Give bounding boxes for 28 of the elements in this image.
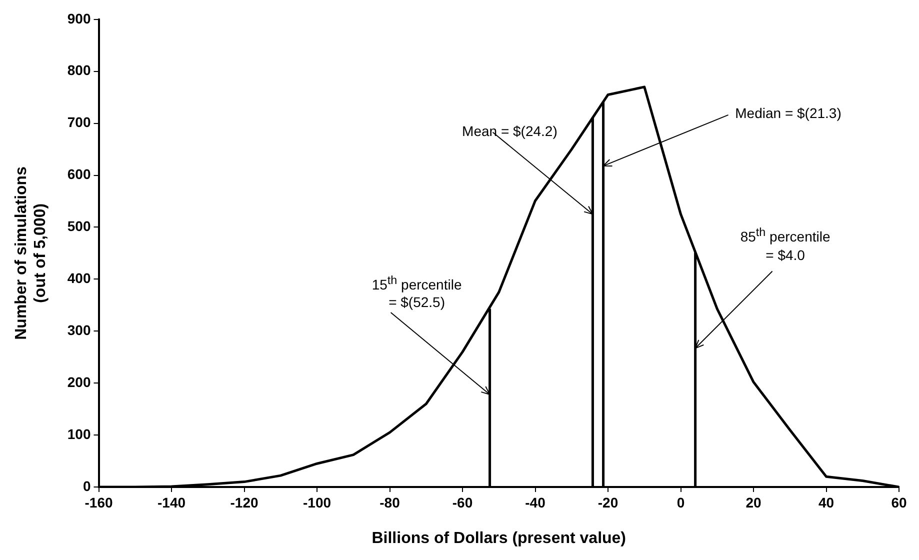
y-tick-label: 700	[67, 114, 91, 130]
x-tick-label: -140	[157, 494, 186, 510]
y-tick-label: 800	[67, 62, 91, 78]
x-tick-label: 20	[746, 494, 762, 510]
annotation: Mean = $(24.2)	[462, 122, 558, 140]
y-tick-label: 100	[67, 426, 91, 442]
x-axis-title: Billions of Dollars (present value)	[372, 530, 626, 547]
x-tick-label: -60	[452, 494, 473, 510]
y-tick-label: 600	[67, 166, 91, 182]
x-tick-label: -120	[230, 494, 258, 510]
annotation: Median = $(21.3)	[735, 104, 842, 122]
y-axis-title: Number of simulations (out of 5,000)	[13, 166, 50, 340]
x-tick-label: -20	[598, 494, 618, 510]
y-tick-label: 200	[67, 374, 91, 390]
x-tick-label: -80	[380, 494, 400, 510]
x-tick-label: 40	[818, 494, 834, 510]
annotation: 15$^{th}$ percentile = $(52.5)	[372, 272, 462, 312]
y-tick-label: 900	[67, 10, 91, 26]
x-tick-label: 0	[676, 494, 685, 510]
y-tick-label: 300	[67, 322, 91, 338]
x-tick-label: 60	[891, 494, 907, 510]
x-tick-label: -100	[302, 494, 332, 510]
x-tick-label: -160	[84, 494, 113, 510]
x-tick-label: -40	[525, 494, 546, 510]
y-tick-label: 400	[67, 270, 91, 286]
annotation: 85$^{th}$ percentile = $4.0	[740, 225, 830, 264]
y-tick-label: 500	[67, 218, 91, 234]
y-tick-label: 0	[82, 478, 91, 494]
